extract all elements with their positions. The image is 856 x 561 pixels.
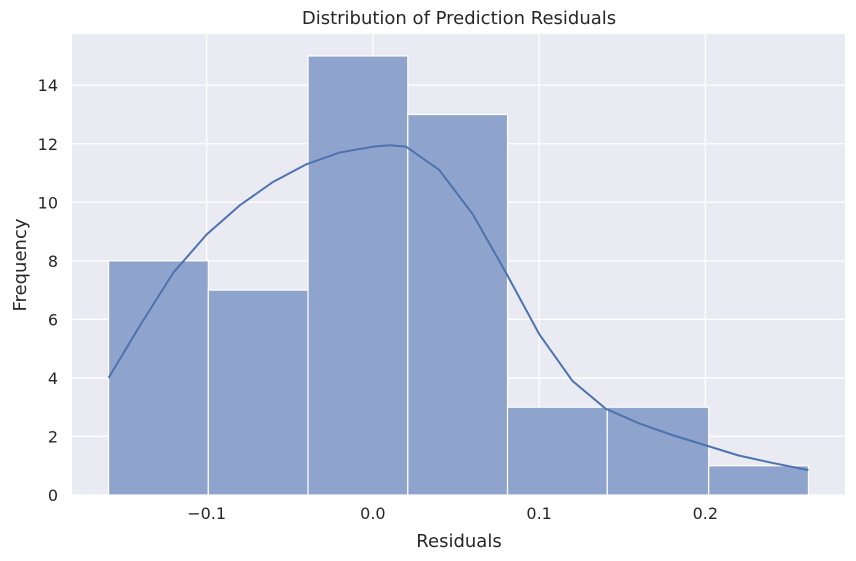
y-tick-label: 0 <box>48 486 58 505</box>
y-tick-label: 12 <box>38 135 58 154</box>
y-tick-label: 6 <box>48 310 58 329</box>
y-tick-label: 14 <box>38 76 58 95</box>
histogram-bar <box>708 465 810 496</box>
y-tick-label: 10 <box>38 193 58 212</box>
y-axis-ticks: 0 2 4 6 8 10 12 14 <box>38 76 58 505</box>
x-tick-label: 0.0 <box>360 504 385 523</box>
histogram-bars <box>107 55 810 496</box>
x-axis-label: Residuals <box>416 531 501 552</box>
y-tick-label: 2 <box>48 427 58 446</box>
x-axis-ticks: −0.1 0.0 0.1 0.2 <box>187 504 718 523</box>
histogram-bar <box>407 113 509 496</box>
y-axis-label: Frequency <box>10 218 31 311</box>
histogram-bar <box>606 406 710 496</box>
x-tick-label: −0.1 <box>187 504 226 523</box>
x-tick-label: 0.1 <box>526 504 551 523</box>
histogram-bar <box>107 260 209 496</box>
kde-curve <box>107 144 809 472</box>
histogram-bar <box>307 55 409 496</box>
y-tick-label: 8 <box>48 252 58 271</box>
x-tick-label: 0.2 <box>693 504 718 523</box>
histogram-bar <box>207 289 309 496</box>
y-tick-label: 4 <box>48 369 58 388</box>
histogram-bar <box>506 406 608 496</box>
chart-title: Distribution of Prediction Residuals <box>302 8 616 29</box>
